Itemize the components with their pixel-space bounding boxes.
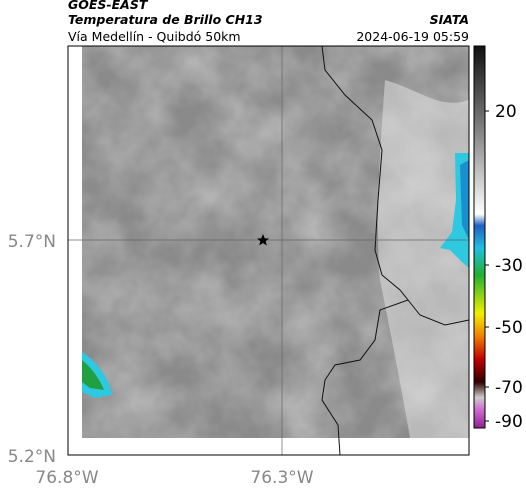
bright-region (377, 80, 469, 438)
colorbar-label: -70 (495, 378, 523, 398)
colorbar (473, 45, 486, 429)
route: Vía Medellín - Quibdó 50km (68, 29, 241, 44)
colorbar-label: 20 (495, 102, 517, 122)
cold-cloud-core (460, 160, 469, 240)
colorbar-label: -50 (495, 318, 523, 338)
boundary (321, 45, 409, 456)
cold-cloud-west-core (82, 360, 104, 390)
colorbar-ticks (485, 110, 489, 422)
lat-tick-label: 5.7°N (8, 232, 56, 252)
lon-tick-label: 76.3°W (250, 468, 313, 488)
boundary-east (407, 299, 470, 326)
colorbar-label: -30 (495, 256, 523, 276)
map-border (67, 45, 470, 456)
colorbar-label: -90 (495, 412, 523, 432)
location-star (257, 234, 269, 246)
source: SIATA (430, 12, 469, 27)
lon-tick-label: 76.8°W (35, 468, 98, 488)
title: GOES-EAST (68, 0, 149, 12)
timestamp: 2024-06-19 05:59 (356, 29, 469, 44)
subtitle: Temperatura de Brillo CH13 (68, 12, 263, 27)
lat-tick-label: 5.2°N (8, 447, 56, 467)
